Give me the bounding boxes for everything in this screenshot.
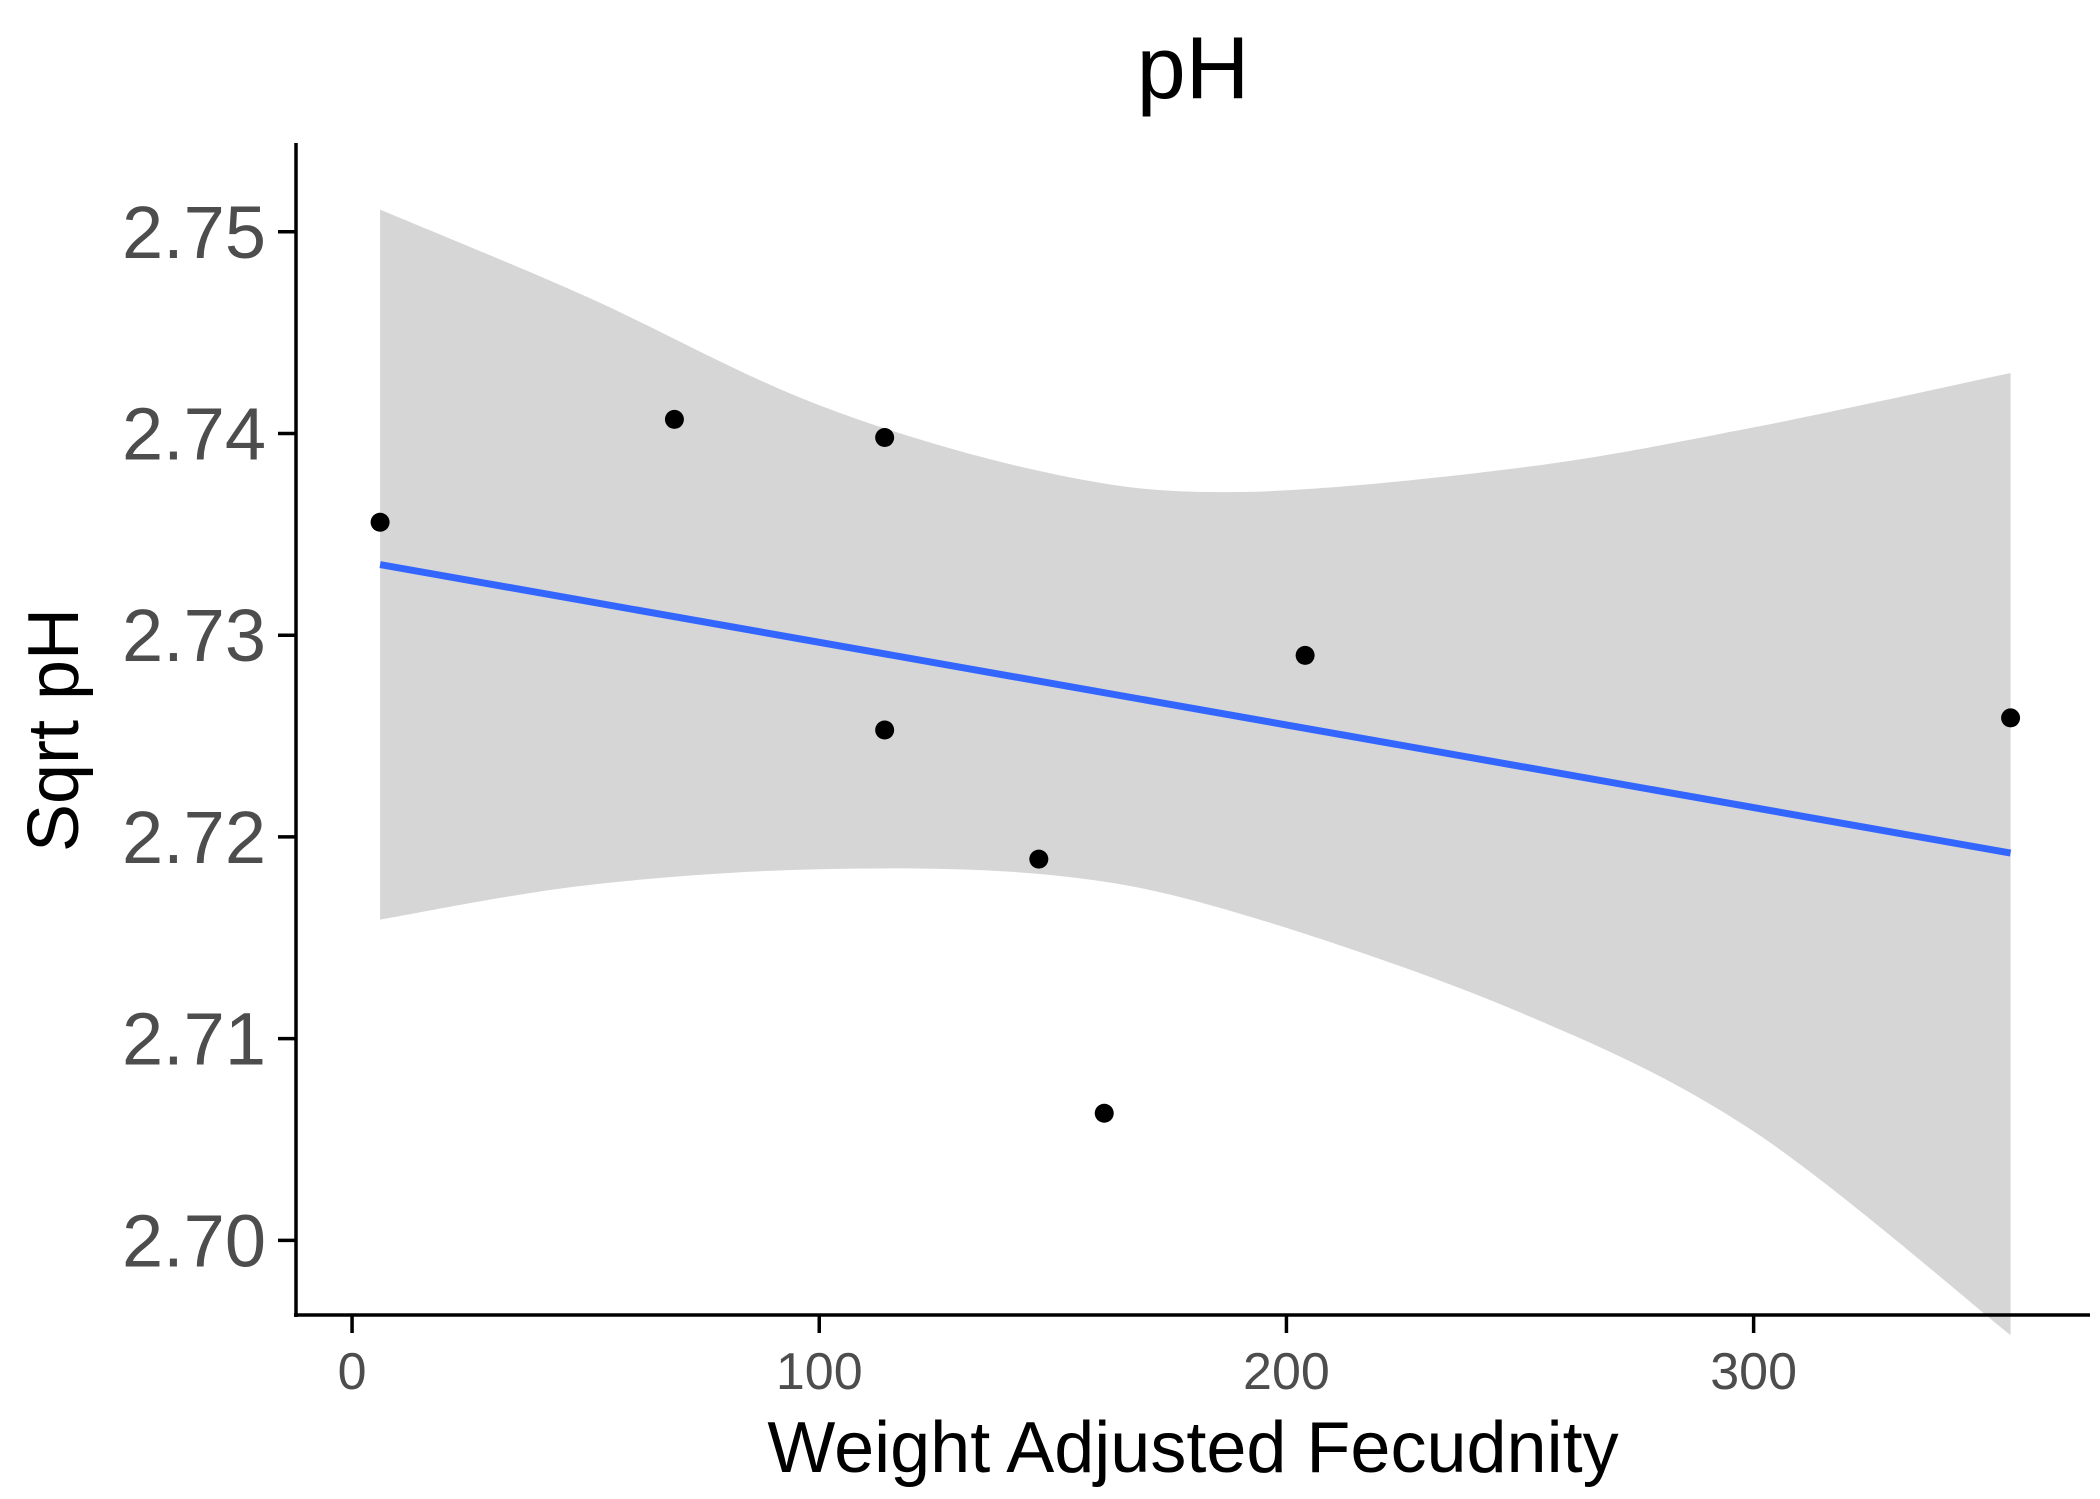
data-point bbox=[875, 428, 895, 448]
data-point bbox=[1295, 645, 1315, 665]
data-point bbox=[1029, 849, 1049, 869]
x-tick-label: 300 bbox=[1710, 1343, 1797, 1401]
data-point bbox=[1094, 1103, 1114, 1123]
x-tick-label: 0 bbox=[338, 1343, 367, 1401]
data-point bbox=[2001, 708, 2021, 728]
y-axis-title: Sqrt pH bbox=[14, 608, 94, 852]
confidence-band bbox=[380, 209, 2011, 1336]
y-tick-label: 2.70 bbox=[122, 1199, 266, 1282]
y-tick-label: 2.74 bbox=[122, 392, 266, 475]
data-point bbox=[370, 512, 390, 532]
chart-title: pH bbox=[1137, 18, 1250, 117]
plot-area bbox=[370, 209, 2021, 1336]
y-tick-label: 2.72 bbox=[122, 796, 266, 879]
y-tick-label: 2.75 bbox=[122, 191, 266, 274]
x-tick-label: 100 bbox=[776, 1343, 863, 1401]
x-tick-label: 200 bbox=[1243, 1343, 1330, 1401]
data-point bbox=[875, 720, 895, 740]
y-tick-label: 2.73 bbox=[122, 594, 266, 677]
x-axis-title: Weight Adjusted Fecudnity bbox=[767, 1408, 1618, 1488]
axes: 2.70 2.71 2.72 2.73 2.74 2.75 0 100 200 300 bbox=[122, 143, 2090, 1401]
regression-line bbox=[379, 561, 2012, 857]
data-point bbox=[664, 409, 684, 429]
y-tick-label: 2.71 bbox=[122, 998, 266, 1081]
